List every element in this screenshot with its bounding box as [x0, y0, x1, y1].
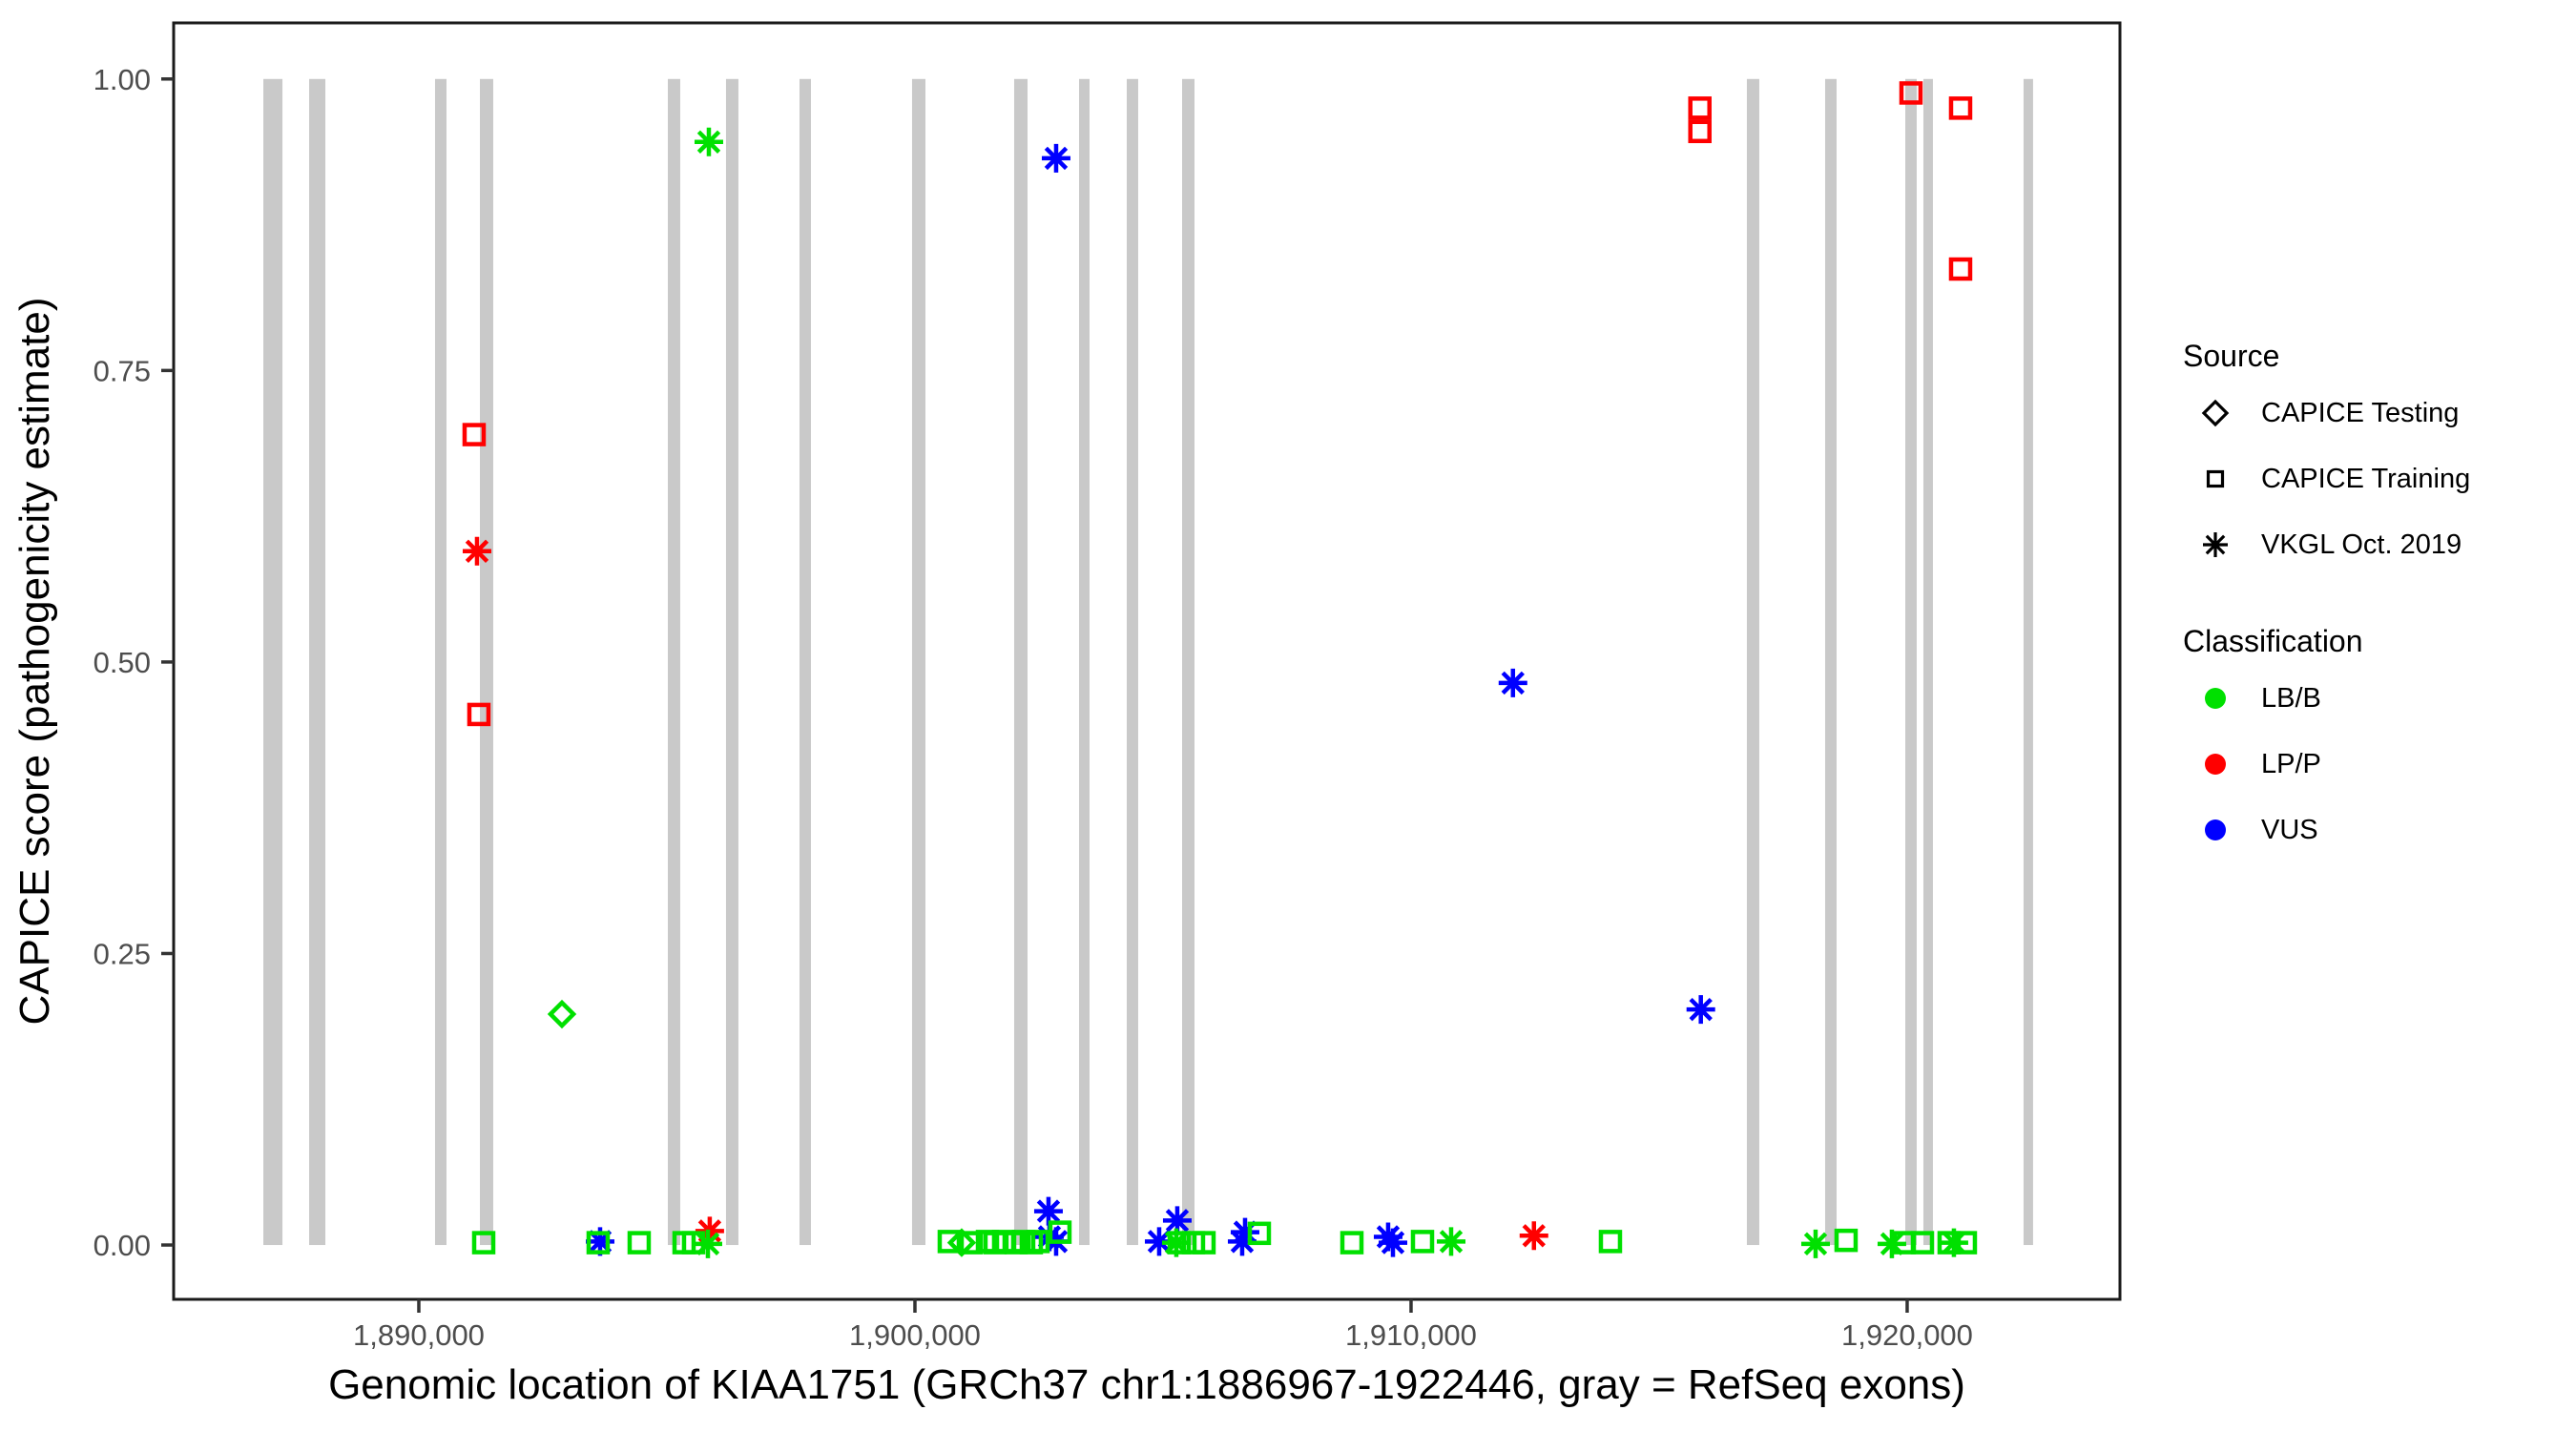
data-point-asterisk — [585, 1227, 614, 1256]
data-point-square — [462, 423, 487, 446]
legend-label: CAPICE Training — [2261, 463, 2471, 494]
data-point-asterisk — [1519, 1221, 1548, 1251]
data-point-diamond — [946, 1228, 977, 1257]
dot-icon — [2183, 742, 2248, 786]
legend-item-capice-testing: CAPICE Testing — [2183, 391, 2565, 435]
exon-bar — [1013, 78, 1028, 1246]
data-point-square — [586, 1231, 611, 1255]
data-point-square — [1948, 96, 1973, 120]
legend-source-title: Source — [2183, 339, 2280, 373]
legend-item-vkgl: VKGL Oct. 2019 — [2183, 523, 2565, 567]
data-point-square — [1910, 1231, 1935, 1255]
y-axis-title: CAPICE score (pathogenicity estimate) — [11, 297, 58, 1026]
data-point-square — [1899, 81, 1923, 105]
data-point-square — [937, 1230, 962, 1254]
legend-item-lpp: LP/P — [2183, 742, 2565, 786]
data-point-asterisk — [1230, 1217, 1259, 1247]
legend-classification-title: Classification — [2183, 624, 2363, 658]
y-tick-label: 0.00 — [93, 1229, 151, 1262]
exon-bar — [667, 78, 680, 1246]
x-tick-label: 1,900,000 — [849, 1318, 981, 1352]
exon-bar — [479, 78, 493, 1246]
data-point-square — [1688, 119, 1712, 144]
data-point-square — [1247, 1221, 1272, 1246]
data-point-asterisk — [1161, 1228, 1191, 1257]
data-point-asterisk — [462, 536, 491, 566]
legend-label: CAPICE Testing — [2261, 397, 2460, 428]
data-point-asterisk — [1877, 1229, 1906, 1258]
data-point-diamond — [547, 999, 577, 1029]
exon-bar — [263, 78, 283, 1246]
exon-bar — [1746, 78, 1759, 1246]
legend-item-capice-training: CAPICE Training — [2183, 457, 2565, 501]
exon-bar — [1824, 78, 1837, 1246]
exon-bar — [911, 78, 926, 1246]
exon-bar — [799, 78, 811, 1246]
data-point-square — [1167, 1231, 1192, 1255]
exon-bar — [1078, 78, 1090, 1246]
legend: Source CAPICE Testing CAPICE Training — [2183, 339, 2565, 909]
legend-label: LB/B — [2261, 682, 2321, 714]
data-point-asterisk — [693, 1229, 722, 1258]
square-icon — [2183, 457, 2248, 501]
y-tick-label: 0.50 — [93, 646, 151, 679]
exon-bar — [2023, 78, 2033, 1246]
data-point-square — [1948, 257, 1973, 281]
data-point-asterisk — [1033, 1196, 1063, 1226]
data-point-asterisk — [1379, 1228, 1407, 1257]
x-tick-label: 1,890,000 — [353, 1318, 485, 1352]
legend-source-items: CAPICE Testing CAPICE Training VKGL Oct.… — [2183, 391, 2565, 567]
exon-bar — [1181, 78, 1195, 1246]
exon-bar — [309, 78, 326, 1246]
data-point-square — [1410, 1230, 1435, 1254]
dot-icon — [2183, 676, 2248, 720]
x-tick-label: 1,920,000 — [1841, 1318, 1973, 1352]
data-point-square — [681, 1231, 706, 1255]
exon-bar — [725, 78, 738, 1246]
legend-label: VKGL Oct. 2019 — [2261, 529, 2462, 560]
x-tick-label: 1,910,000 — [1345, 1318, 1477, 1352]
data-point-square — [467, 702, 491, 727]
exon-bar — [1126, 78, 1138, 1246]
data-point-asterisk — [1686, 995, 1715, 1025]
data-point-asterisk — [1227, 1227, 1257, 1256]
data-point-square — [627, 1231, 652, 1255]
data-point-asterisk — [1436, 1227, 1465, 1256]
exon-bar — [1904, 78, 1917, 1246]
data-point-square — [1834, 1228, 1859, 1253]
data-point-square — [471, 1231, 496, 1255]
data-point-asterisk — [1498, 668, 1527, 697]
data-point-square — [1953, 1231, 1978, 1255]
data-point-square — [1048, 1220, 1072, 1244]
data-point-square — [1688, 96, 1712, 120]
data-point-square — [1598, 1230, 1623, 1254]
x-axis-title: Genomic location of KIAA1751 (GRCh37 chr… — [328, 1361, 1965, 1408]
dot-icon — [2183, 808, 2248, 852]
data-point-square — [1937, 1231, 1962, 1255]
data-point-square — [959, 1231, 984, 1255]
diamond-icon — [2183, 391, 2248, 435]
legend-item-vus: VUS — [2183, 808, 2565, 852]
y-tick-label: 0.75 — [93, 354, 151, 387]
legend-classification-items: LB/B LP/P VUS — [2183, 676, 2565, 852]
data-point-square — [1192, 1231, 1216, 1255]
data-point-square — [1340, 1231, 1364, 1255]
y-tick-label: 0.25 — [93, 937, 151, 970]
exon-bar — [434, 78, 447, 1246]
data-point-asterisk — [1800, 1229, 1830, 1258]
legend-label: VUS — [2261, 814, 2318, 845]
data-point-asterisk — [1162, 1206, 1192, 1235]
data-point-asterisk — [694, 127, 723, 156]
data-point-asterisk — [1041, 143, 1070, 173]
data-point-asterisk — [1144, 1227, 1174, 1256]
y-tick-label: 1.00 — [93, 63, 151, 96]
legend-item-lbb: LB/B — [2183, 676, 2565, 720]
exon-bar — [1922, 78, 1933, 1246]
legend-label: LP/P — [2261, 748, 2321, 779]
data-point-square — [1026, 1230, 1050, 1254]
asterisk-icon — [2183, 523, 2248, 567]
